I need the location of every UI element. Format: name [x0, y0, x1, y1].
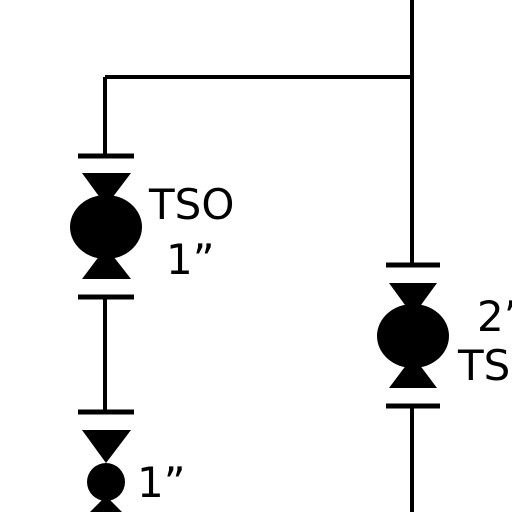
- valve-a[interactable]: [70, 153, 142, 300]
- valve-c-bonnet: [87, 463, 125, 501]
- valve-a-type-label: TSO: [148, 180, 234, 229]
- valve-b-upper-wedge: [389, 283, 437, 316]
- valve-a-size-label: 1”: [166, 235, 214, 284]
- valve-c[interactable]: [78, 409, 134, 512]
- valve-b[interactable]: [377, 262, 449, 409]
- valve-a-bonnet: [70, 195, 142, 259]
- valve-c-upper-wedge: [82, 430, 131, 463]
- valve-c-lower-wedge: [90, 496, 122, 512]
- valve-b-type-label: TSO: [457, 341, 512, 390]
- valve-b-bonnet: [377, 304, 449, 368]
- valve-c-size-label: 1”: [137, 458, 185, 507]
- valve-b-lower-wedge: [389, 356, 437, 388]
- valve-a-upper-wedge: [82, 173, 131, 206]
- valve-b-size-label: 2”: [477, 292, 512, 341]
- valve-a-lower-wedge: [82, 247, 131, 279]
